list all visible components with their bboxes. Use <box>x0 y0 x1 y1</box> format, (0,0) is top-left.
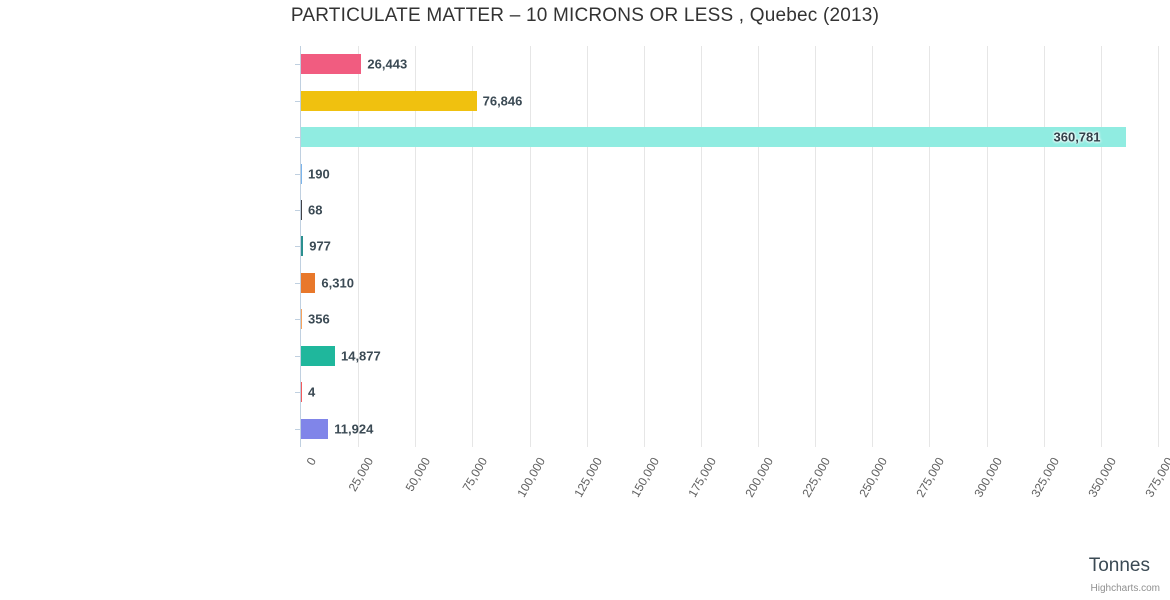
chart-row: Ores and Mineral Industries14,877 <box>295 338 1158 374</box>
gridline <box>1158 46 1159 447</box>
x-axis-tick-label: 225,000 <box>799 455 834 500</box>
chart-row: Dust360,781 <box>295 119 1158 155</box>
bar[interactable] <box>301 54 362 75</box>
x-axis-tick-label: 375,000 <box>1142 455 1170 500</box>
x-axis-title: Tonnes <box>1088 555 1150 576</box>
y-axis-tick <box>295 246 300 248</box>
bar-value-label: 11,924 <box>334 421 374 437</box>
gridline <box>700 46 702 447</box>
bar[interactable] <box>301 163 302 184</box>
x-axis-tick-label: 50,000 <box>402 455 434 494</box>
gridline <box>929 46 931 447</box>
x-axis-tick-label: 175,000 <box>685 455 720 500</box>
bar[interactable] <box>301 200 302 221</box>
x-axis-tick-label: 300,000 <box>970 455 1005 500</box>
gridline <box>643 46 645 447</box>
plot-area: Agriculture26,443Commercial/Residential/… <box>295 46 1159 447</box>
gridline <box>415 46 417 447</box>
chart-row: Fires68 <box>295 192 1158 228</box>
highcharts-credits: Highcharts.com <box>1090 583 1160 594</box>
bar[interactable] <box>301 90 477 111</box>
gridline <box>586 46 588 447</box>
gridline <box>1100 46 1102 447</box>
bar[interactable] <box>301 236 304 257</box>
bar[interactable] <box>301 309 302 330</box>
y-axis-tick <box>295 392 300 394</box>
x-axis-tick-label: 150,000 <box>628 455 662 500</box>
bar-value-label: 76,846 <box>482 93 523 109</box>
x-axis-tick-label: 0 <box>303 455 320 468</box>
bar[interactable] <box>301 345 335 366</box>
gridline <box>872 46 874 447</box>
x-axis-tick-label: 325,000 <box>1028 455 1062 500</box>
chart-title: PARTICULATE MATTER – 10 MICRONS OR LESS … <box>290 5 880 26</box>
gridline <box>529 46 531 447</box>
gridline <box>986 46 988 447</box>
x-axis-tick-labels: 0 25,000 50,000 75,000 100,000 125,000 150,000… <box>301 455 1170 545</box>
chart-row: Manufacturing6,310 <box>295 265 1158 301</box>
y-axis-line <box>300 46 301 447</box>
bar-value-label: 68 <box>308 202 323 218</box>
y-axis-tick <box>295 137 300 139</box>
y-axis-tick <box>295 282 300 284</box>
bar-value-label: 26,443 <box>367 56 408 72</box>
chart-row: Agriculture26,443 <box>295 46 1158 82</box>
y-axis-tick <box>295 210 300 212</box>
gridline <box>1043 46 1045 447</box>
x-axis-tick-label: 200,000 <box>742 455 777 500</box>
chart-row: Electric Power Generation (Utilities)190 <box>295 155 1158 191</box>
gridline <box>815 46 817 447</box>
gridline <box>758 46 760 447</box>
y-axis-tick <box>295 100 300 102</box>
bar-value-label: 6,310 <box>321 275 354 291</box>
bar-value-label: 977 <box>309 238 331 254</box>
y-axis-tick <box>295 319 300 321</box>
x-axis-tick-label: 100,000 <box>513 455 548 500</box>
bar[interactable] <box>301 418 329 439</box>
x-axis-tick-label: 125,000 <box>570 455 605 500</box>
bar-value-label: 356 <box>308 311 330 327</box>
bar[interactable] <box>301 127 1126 148</box>
y-axis-tick <box>295 173 300 175</box>
x-axis-tick-label: 25,000 <box>345 455 377 494</box>
bar-value-label: 4 <box>308 384 316 400</box>
chart-row: Oil and Gas Industry356 <box>295 301 1158 337</box>
y-axis-tick <box>295 355 300 357</box>
x-axis-tick-label: 250,000 <box>856 455 891 500</box>
bar[interactable] <box>301 272 316 293</box>
x-axis-tick-label: 350,000 <box>1085 455 1119 500</box>
x-axis-tick-label: 75,000 <box>460 455 491 494</box>
bar-value-label: 190 <box>308 166 330 182</box>
chart-row: Transportation and Mobile Equipment11,92… <box>295 411 1158 447</box>
bar[interactable] <box>301 382 302 403</box>
x-axis-tick-label: 275,000 <box>913 455 948 500</box>
y-axis-tick <box>295 428 300 430</box>
bar-value-label: 14,877 <box>340 348 381 364</box>
y-axis-tick <box>295 64 300 66</box>
bar-value-label: 360,781 <box>1053 129 1101 145</box>
gridline <box>358 46 360 447</box>
gridline <box>472 46 474 447</box>
chart-row: Incineration and Waste Sources977 <box>295 228 1158 264</box>
chart-row: Paints and Solvents4 <box>295 374 1158 410</box>
chart-row: Commercial/Residential/Institutional76,8… <box>295 82 1158 118</box>
